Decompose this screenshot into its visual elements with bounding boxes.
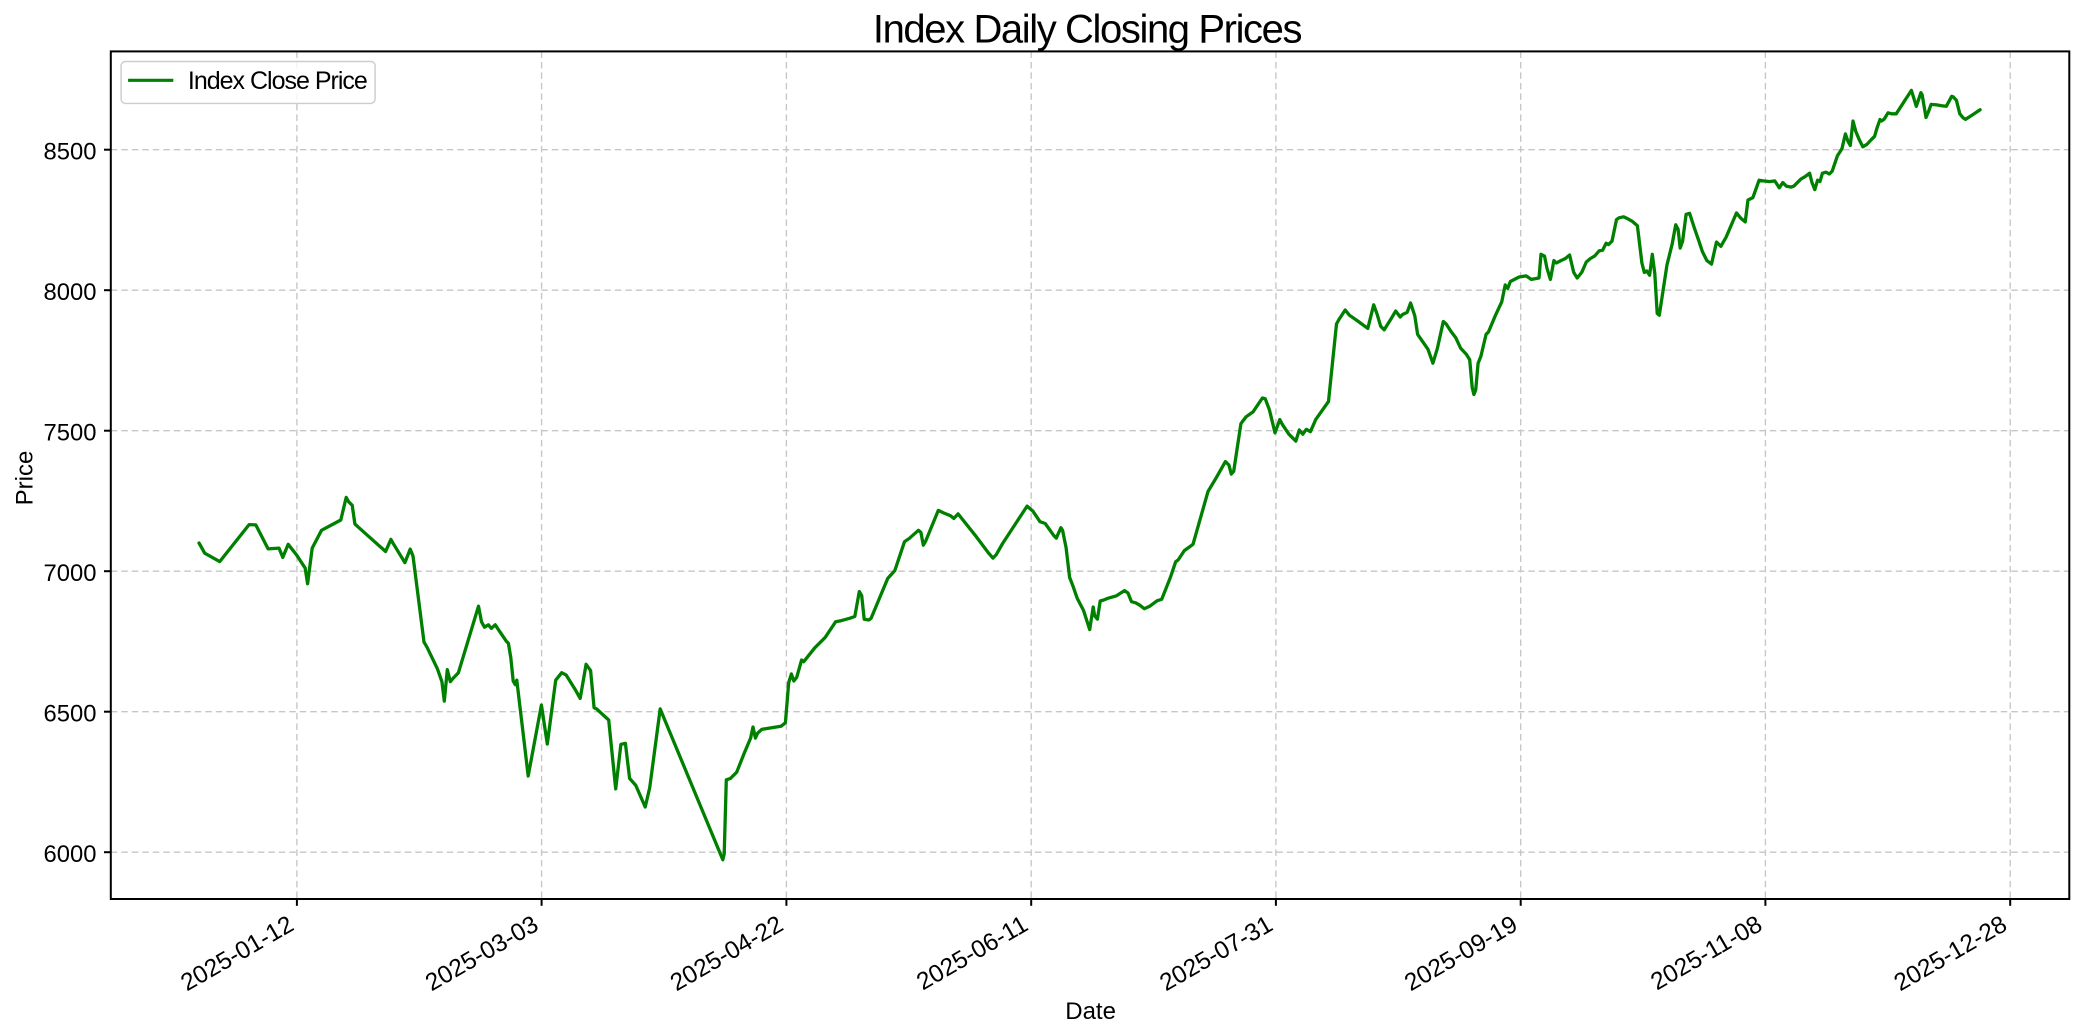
svg-text:6000: 6000 (44, 841, 97, 868)
svg-text:Date: Date (1065, 998, 1116, 1025)
svg-text:Index Close Price: Index Close Price (188, 67, 367, 95)
svg-text:6500: 6500 (44, 700, 97, 727)
svg-text:Price: Price (12, 451, 39, 506)
svg-text:8000: 8000 (44, 279, 97, 306)
svg-text:Index Daily Closing Prices: Index Daily Closing Prices (873, 8, 1302, 52)
svg-text:7500: 7500 (44, 419, 97, 446)
svg-text:8500: 8500 (44, 138, 97, 165)
svg-text:7000: 7000 (44, 560, 97, 587)
